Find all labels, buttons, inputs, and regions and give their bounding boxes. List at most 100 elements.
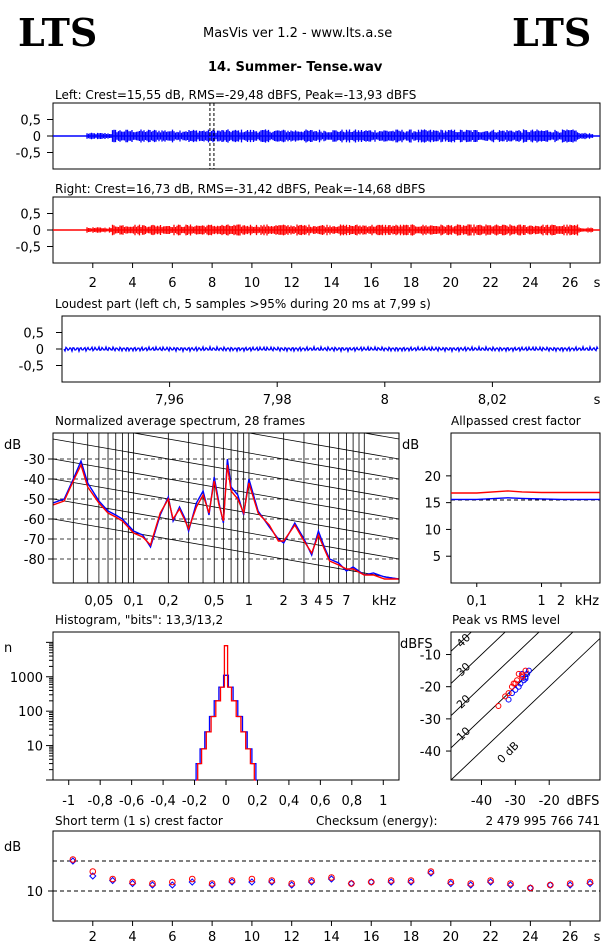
loudest-waveform-trace [63, 344, 599, 354]
allpassed-ytick-label: 20 [424, 470, 441, 485]
peakrms-left-point [512, 686, 519, 693]
peakrms-right-point [514, 677, 521, 684]
crest-xtick-label: 6 [168, 930, 176, 945]
spectrum-slope-line [53, 359, 399, 419]
allpassed-xtick-label: 2 [557, 594, 565, 609]
crest-left-point [228, 878, 236, 886]
allpassed-right-series [451, 490, 600, 494]
right-ytick-label: -0,5 [16, 241, 41, 256]
spectrum-ytick-label: -80 [24, 553, 45, 568]
allpassed-xtick-unit: kHz [575, 594, 599, 609]
time-axis-label: 16 [363, 276, 380, 291]
spectrum-ytick-label: -50 [24, 493, 45, 508]
spectrum-xtick-label: 1 [245, 594, 253, 609]
crest-right-point [149, 880, 156, 887]
histogram-xtick-label: 1 [379, 794, 387, 809]
file-name: 14. Summer- Tense.wav [208, 60, 383, 75]
peakrms-right-point [515, 670, 522, 677]
peakrms-diagonal-label: 40 [454, 631, 473, 650]
spectrum-right-series [53, 463, 399, 580]
crest-right-point [268, 877, 276, 884]
loudest-xtick-label: 7,98 [263, 393, 292, 408]
crest-right-point [487, 877, 494, 884]
crest-xtick-label: 10 [244, 930, 261, 945]
loudest-xtick-label: 7,96 [155, 393, 184, 408]
time-axis-label: 20 [443, 276, 460, 291]
crest-right-point [248, 875, 256, 883]
histogram-left-series [194, 674, 258, 781]
crest-left-point [128, 879, 137, 888]
spectrum-xtick-label: 5 [325, 594, 333, 609]
spectrum-xtick-label: 4 [314, 594, 322, 609]
checksum-value: 2 479 995 766 741 [485, 814, 600, 828]
histogram-xtick-label: -0,4 [150, 794, 175, 809]
crest-xtick-label: 8 [208, 930, 216, 945]
crest-left-point [486, 878, 495, 886]
crest-right-point [169, 878, 176, 886]
spectrum-xtick-label: 0,2 [158, 594, 179, 609]
crest-right-point [527, 884, 534, 892]
crest-xtick-unit: s [594, 930, 601, 945]
loudest-ytick-label: -0,5 [19, 360, 44, 375]
peakrms-left-point [515, 683, 522, 690]
loudest-title: Loudest part (left ch, 5 samples >95% du… [55, 297, 431, 311]
crest-left-point [447, 879, 455, 888]
spectrum-ytick-label: -40 [24, 473, 45, 488]
spectrum-ytick-label: -30 [24, 453, 45, 468]
spectrum-xtick-label: 3 [300, 594, 308, 609]
histogram-xtick-label: 0,4 [279, 794, 300, 809]
crest-xtick-label: 26 [562, 930, 579, 945]
histogram-xtick-label: 0,8 [341, 794, 362, 809]
peakrms-diagonal-label: 30 [454, 660, 473, 679]
spectrum-xtick-label: 7 [342, 594, 350, 609]
histogram-right-series [196, 645, 256, 781]
crest-xtick-label: 24 [522, 930, 539, 945]
spectrum-ytick-label: -70 [24, 533, 45, 548]
time-axis-label: 12 [283, 276, 300, 291]
crest-right-point [308, 877, 315, 884]
lts-logo-right: LTS [512, 10, 592, 55]
peakrms-diagonal-label: 0 dB [495, 739, 522, 766]
crest-left-point [506, 881, 515, 889]
checksum-label: Checksum (energy): [316, 814, 438, 828]
peakrms-diagonal [451, 637, 600, 780]
peakrms-frame [450, 631, 601, 781]
crest-right-point [328, 874, 335, 881]
peakrms-diagonal [451, 632, 574, 749]
spectrum-plot-area [53, 359, 399, 583]
spectrum-xtick-label: 2 [280, 594, 288, 609]
left-ytick-label: 0,5 [20, 114, 41, 129]
crest-right-point [228, 877, 236, 884]
crest-right-point [348, 880, 355, 887]
histogram-xtick-label: -1 [62, 794, 75, 809]
histogram-ytick-label: 10 [26, 740, 43, 755]
spectrum-xtick-label: 0,5 [204, 594, 225, 609]
left-title: Left: Crest=15,55 dB, RMS=-29,48 dBFS, P… [55, 88, 416, 102]
crest-ytick-label: 10 [26, 885, 43, 900]
peakrms-ylabel: dBFS [400, 637, 433, 652]
allpassed-ytick-label: 15 [424, 497, 441, 512]
crest-xtick-label: 2 [89, 930, 97, 945]
peakrms-right-point [519, 672, 526, 679]
peakrms-diagonal-label: 10 [454, 724, 473, 743]
spectrum-slope-line [362, 433, 399, 440]
loudest-xtick-label: 8,02 [478, 393, 507, 408]
crest-xtick-label: 14 [323, 930, 340, 945]
loudest-ytick-label: 0,5 [23, 327, 44, 342]
crest-xtick-label: 20 [443, 930, 460, 945]
crest-right-point [546, 881, 554, 889]
time-axis-label: 24 [522, 276, 539, 291]
spectrum-slope-line [131, 433, 399, 480]
crest-right-point [129, 878, 136, 886]
peakrms-left-point [505, 696, 512, 703]
spectrum-xtick-label: 0,1 [123, 594, 144, 609]
crest-right-point [427, 868, 435, 875]
crest-right-point [208, 880, 216, 887]
right-ytick-label: 0,5 [20, 208, 41, 223]
crest-right-point [89, 868, 97, 875]
spectrum-slope-line [53, 498, 399, 560]
crest-left-point [208, 881, 216, 889]
crest-right-point [467, 880, 475, 887]
crest-xtick-label: 16 [363, 930, 380, 945]
